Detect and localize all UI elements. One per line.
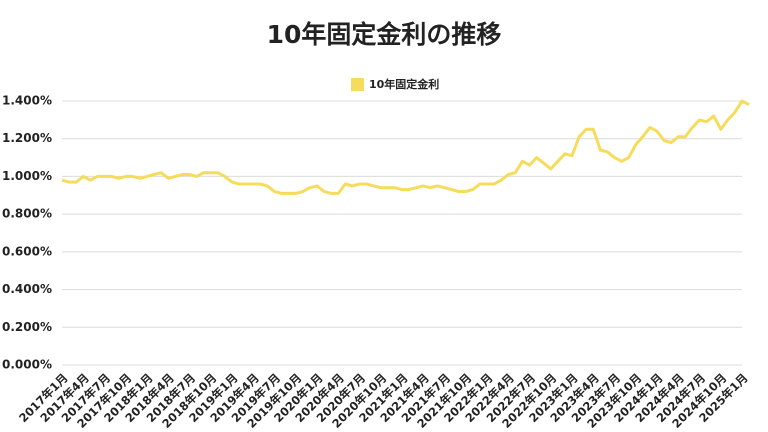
y-tick-label: 1.200% [2,131,52,145]
y-tick-label: 0.000% [2,358,52,372]
line-series [61,99,750,195]
y-tick-label: 1.000% [2,169,52,183]
y-tick-label: 0.800% [2,207,52,221]
y-tick-label: 1.400% [2,94,52,108]
legend-label: 10年固定金利 [369,77,439,91]
y-tick-label: 0.600% [2,244,52,258]
chart-title: 10年固定金利の推移 [267,20,502,49]
y-tick-label: 0.400% [2,282,52,296]
y-tick-label: 0.200% [2,320,52,334]
legend-swatch [351,78,364,91]
